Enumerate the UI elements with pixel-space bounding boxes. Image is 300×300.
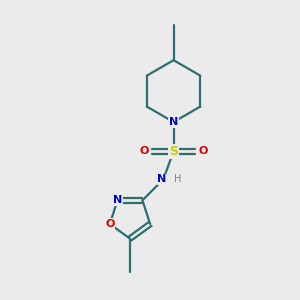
Text: S: S [169, 145, 178, 158]
Text: N: N [169, 117, 178, 127]
Text: O: O [198, 146, 208, 157]
Text: H: H [174, 174, 181, 184]
Text: O: O [105, 219, 115, 229]
Text: N: N [113, 195, 122, 205]
Text: N: N [157, 174, 167, 184]
Text: O: O [140, 146, 149, 157]
